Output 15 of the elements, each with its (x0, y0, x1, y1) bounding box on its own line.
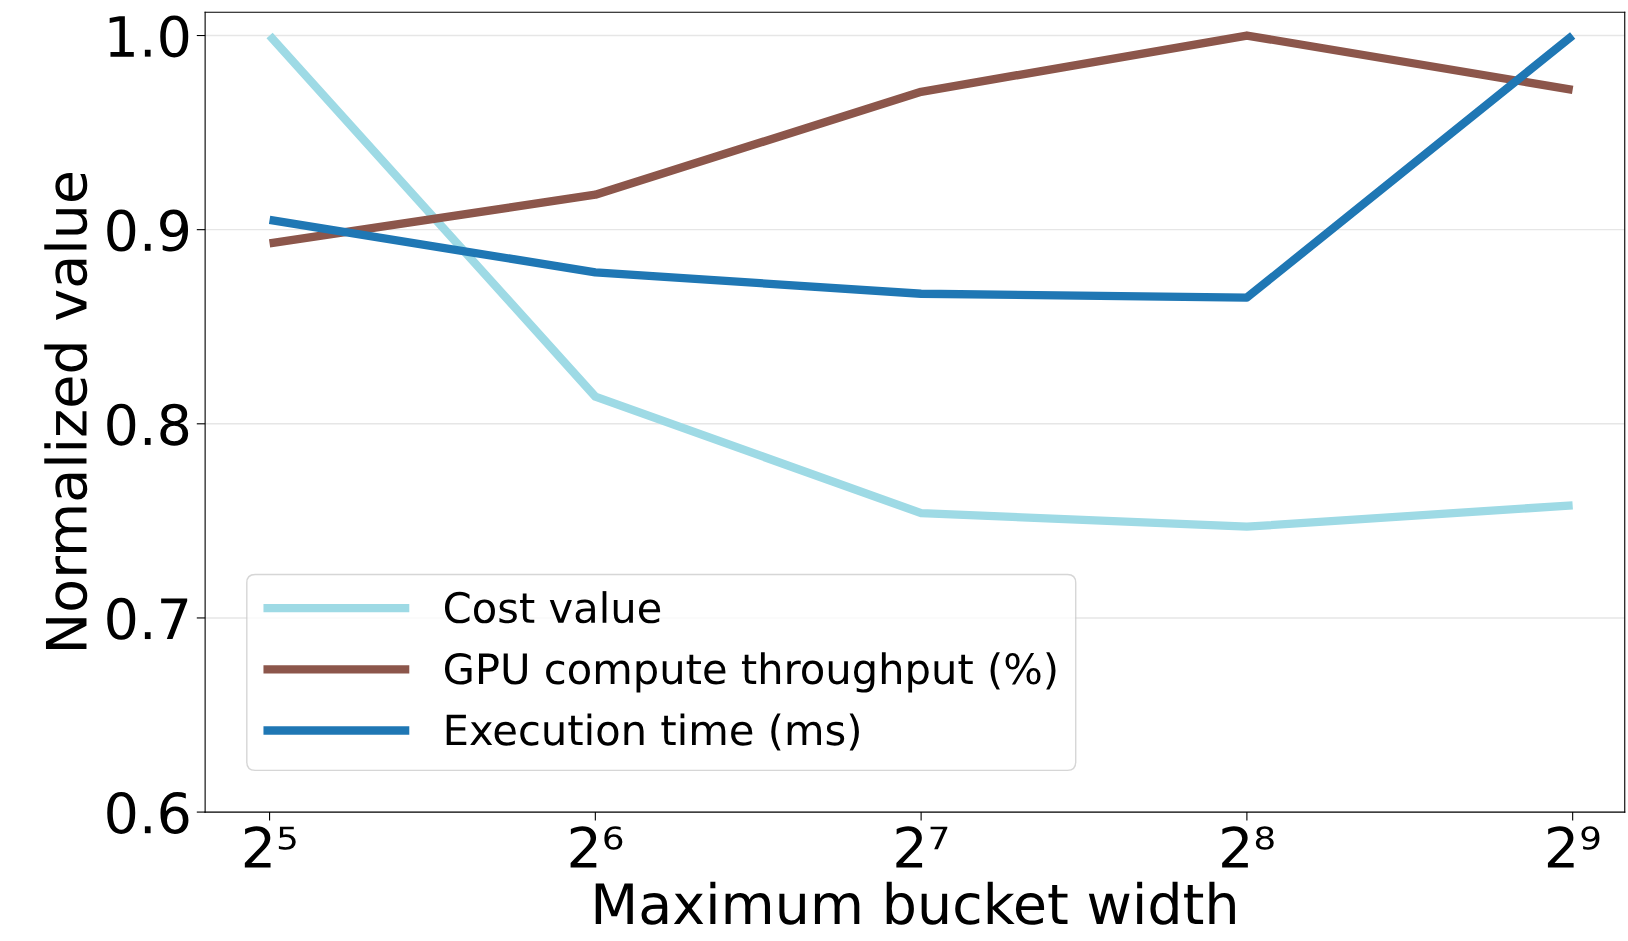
y-axis-title: Normalized value (44, 172, 88, 649)
y-tick-label: 0.9 (107, 209, 189, 252)
x-tick-label: 2⁸ (1222, 826, 1274, 868)
legend-label: Execution time (ms) (446, 713, 859, 751)
y-tick-label: 0.8 (107, 403, 189, 446)
x-tick-label: 2⁷ (896, 826, 948, 868)
legend-label: Cost value (444, 591, 661, 624)
y-tick-label: 0.6 (107, 791, 189, 834)
x-axis-title: Maximum bucket width (595, 881, 1235, 925)
y-tick-label: 1.0 (109, 15, 189, 58)
x-tick-label: 2⁵ (244, 826, 296, 868)
x-tick-label: 2⁹ (1547, 826, 1600, 868)
x-tick-label: 2⁶ (570, 826, 623, 868)
legend-label: GPU compute throughput (%) (444, 652, 1056, 693)
y-tick-label: 0.7 (107, 597, 188, 640)
